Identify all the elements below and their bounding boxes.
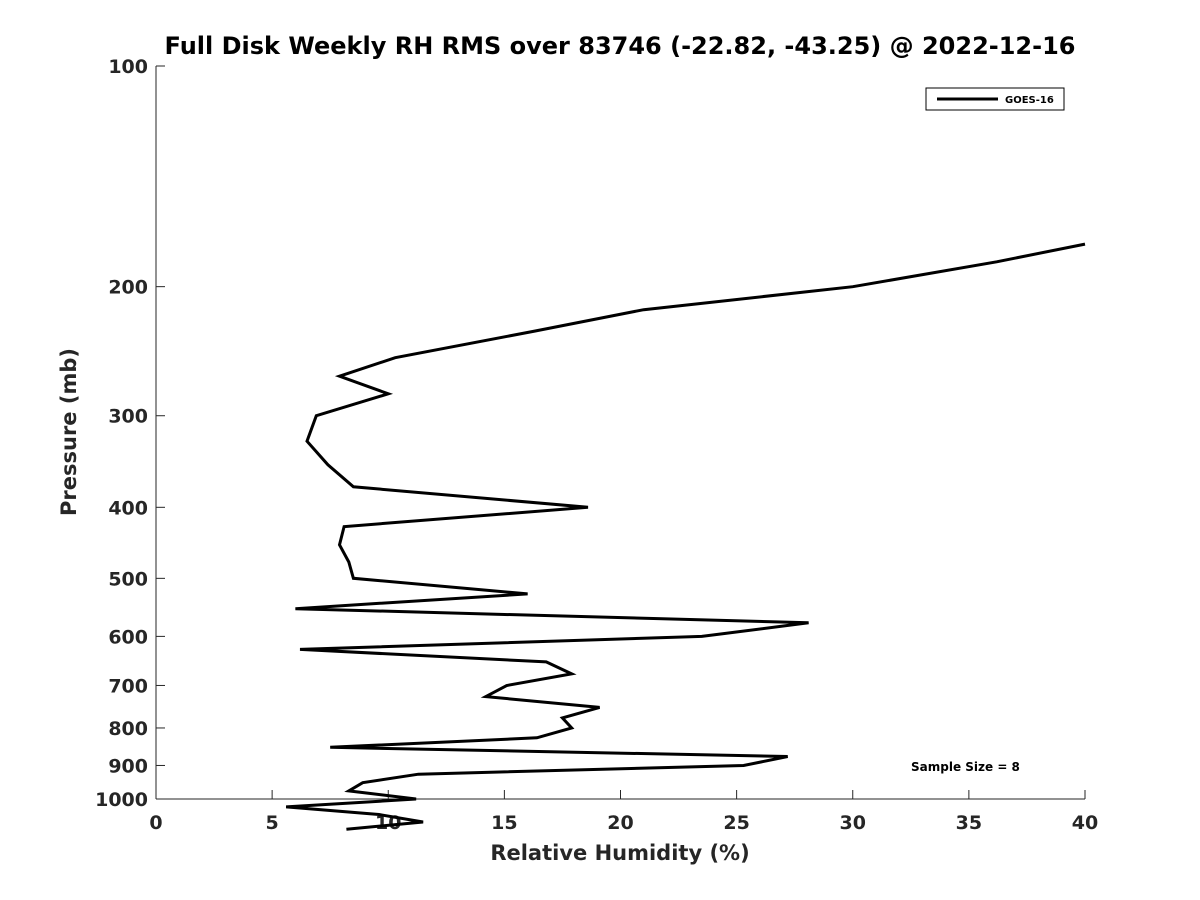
y-tick-label: 700 [108, 675, 148, 697]
y-tick-label: 500 [108, 568, 148, 590]
series-line-goes-16 [285, 242, 1086, 831]
x-tick-label: 25 [723, 812, 749, 834]
y-tick-label: 300 [108, 406, 148, 428]
x-tick-label: 40 [1072, 812, 1098, 834]
y-tick-label: 900 [108, 755, 148, 777]
chart-title: Full Disk Weekly RH RMS over 83746 (-22.… [165, 32, 1076, 60]
y-axis-ticks: 100 200 300 400 500 600 700 800 900 1000 [95, 56, 165, 811]
legend: GOES-16 [925, 87, 1065, 111]
legend-label-goes-16: GOES-16 [1005, 95, 1054, 106]
sample-size-annotation: Sample Size = 8 [911, 760, 1020, 774]
x-tick-label: 5 [266, 812, 279, 834]
y-tick-label: 400 [108, 497, 148, 519]
y-tick-label: 100 [108, 56, 148, 78]
y-tick-label: 1000 [95, 789, 148, 811]
x-tick-label: 35 [956, 812, 982, 834]
x-tick-label: 20 [607, 812, 633, 834]
x-axis-label: Relative Humidity (%) [490, 841, 749, 865]
y-tick-label: 800 [108, 718, 148, 740]
x-tick-label: 15 [491, 812, 517, 834]
y-tick-label: 200 [108, 277, 148, 299]
y-tick-label: 600 [108, 626, 148, 648]
x-tick-label: 30 [840, 812, 866, 834]
y-axis-label: Pressure (mb) [57, 348, 81, 516]
x-tick-label: 0 [149, 812, 162, 834]
x-axis-ticks: 0 5 10 15 20 25 30 35 40 [149, 790, 1098, 834]
